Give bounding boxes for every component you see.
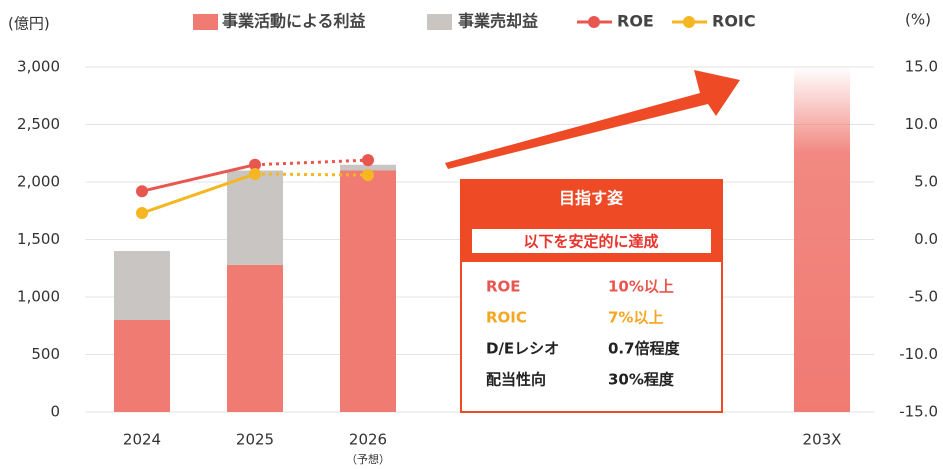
box-subtitle-bg bbox=[472, 229, 711, 253]
line bbox=[254, 172, 369, 177]
y-tick-label: 1,000 bbox=[17, 288, 60, 306]
y-tick-label: 3,000 bbox=[17, 58, 60, 76]
y2-tick-label: -15.0 bbox=[899, 403, 938, 421]
x-tick-label: 2025 bbox=[236, 431, 274, 449]
legend-swatch-dot bbox=[683, 16, 695, 28]
x-tick-label: 2026 bbox=[349, 431, 387, 449]
line-point bbox=[136, 185, 148, 198]
bar bbox=[340, 170, 396, 412]
box-cell: ROIC bbox=[486, 309, 527, 327]
x-tick-label: 2024 bbox=[123, 431, 161, 449]
box-cell: 30%程度 bbox=[608, 371, 675, 389]
box-cell: 10%以上 bbox=[608, 278, 674, 296]
y-tick-label: 2,500 bbox=[17, 115, 60, 133]
line bbox=[254, 158, 369, 167]
y2-tick-label: 10.0 bbox=[905, 115, 938, 133]
box-cell: 0.7倍程度 bbox=[608, 340, 681, 358]
y-tick-label: 500 bbox=[31, 345, 60, 363]
line-point bbox=[249, 167, 261, 180]
bar bbox=[227, 170, 283, 265]
legend-label: 事業売却益 bbox=[458, 12, 538, 31]
bar bbox=[794, 67, 850, 412]
bar bbox=[114, 320, 170, 412]
bar bbox=[340, 164, 396, 171]
bar bbox=[114, 251, 170, 320]
y-tick-label: 1,500 bbox=[17, 230, 60, 248]
box-subtitle: 以下を安定的に達成 bbox=[523, 233, 658, 251]
legend-label: ROE bbox=[617, 12, 654, 31]
line-point bbox=[249, 158, 261, 171]
growth-arrow bbox=[445, 70, 740, 169]
y2-tick-label: -5.0 bbox=[909, 288, 938, 306]
box-cell: 配当性向 bbox=[486, 371, 546, 389]
box-cell: ROE bbox=[486, 278, 521, 296]
y2-tick-label: -10.0 bbox=[899, 345, 938, 363]
y-tick-label: 2,000 bbox=[17, 173, 60, 191]
y2-tick-label: 5.0 bbox=[914, 173, 938, 191]
y2-tick-label: 0.0 bbox=[914, 230, 938, 248]
bar bbox=[227, 264, 283, 412]
y2-tick-label: 15.0 bbox=[905, 58, 938, 76]
x-tick-note: （予想） bbox=[346, 452, 390, 466]
legend-swatch bbox=[193, 14, 218, 30]
y2-axis-title: (%) bbox=[905, 11, 931, 29]
legend-label: ROIC bbox=[712, 12, 756, 31]
target-box: 目指す姿 以下を安定的に達成 ROE 10%以上 ROIC 7%以上 D/Eレシオ 0.7… bbox=[460, 179, 723, 413]
y-axis-title: (億円) bbox=[8, 15, 50, 33]
line-point bbox=[136, 207, 148, 220]
box-cell: 7%以上 bbox=[608, 309, 663, 327]
legend-label: 事業活動による利益 bbox=[222, 12, 366, 31]
legend-swatch-dot bbox=[588, 16, 600, 28]
legend-swatch bbox=[427, 14, 452, 30]
x-tick-label: 203X bbox=[803, 431, 842, 449]
box-cell: D/Eレシオ bbox=[486, 340, 559, 358]
box-title: 目指す姿 bbox=[559, 189, 623, 208]
line-point bbox=[362, 154, 374, 167]
y-tick-label: 0 bbox=[50, 403, 60, 421]
line bbox=[141, 172, 256, 215]
line-point bbox=[362, 169, 374, 182]
line bbox=[141, 163, 256, 193]
